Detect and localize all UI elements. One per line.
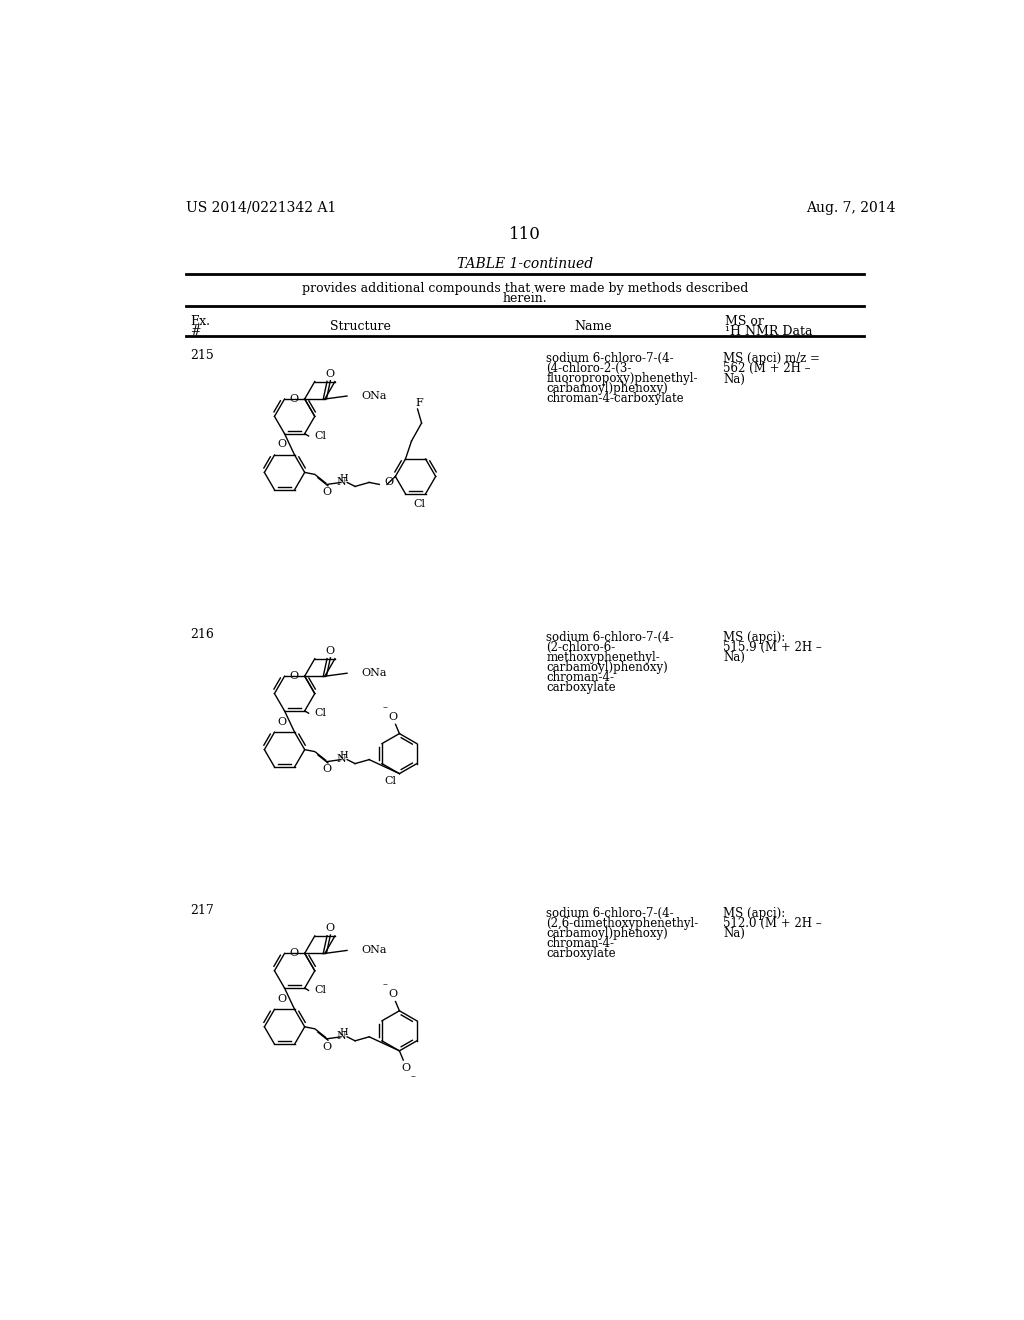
Text: #: # [190,325,201,338]
Text: carbamoyl)phenoxy): carbamoyl)phenoxy) [547,927,669,940]
Text: sodium 6-chloro-7-(4-: sodium 6-chloro-7-(4- [547,907,674,920]
Text: US 2014/0221342 A1: US 2014/0221342 A1 [186,201,336,215]
Text: F: F [415,397,423,408]
Text: MS (apci) m/z =: MS (apci) m/z = [723,352,820,366]
Text: carbamoyl)phenoxy): carbamoyl)phenoxy) [547,661,669,675]
Text: Cl: Cl [414,499,425,510]
Text: 515.9 (M + 2H –: 515.9 (M + 2H – [723,642,822,655]
Text: O: O [323,764,332,775]
Text: N: N [336,1031,346,1041]
Text: –: – [411,1073,416,1081]
Text: methoxyphenethyl-: methoxyphenethyl- [547,651,660,664]
Text: H: H [340,751,348,760]
Text: (2,6-dimethoxyphenethyl-: (2,6-dimethoxyphenethyl- [547,917,698,929]
Text: Na): Na) [723,651,745,664]
Text: O: O [290,671,299,681]
Text: ¹H NMR Data: ¹H NMR Data [725,325,812,338]
Text: 512.0 (M + 2H –: 512.0 (M + 2H – [723,917,822,929]
Text: MS or: MS or [725,315,764,329]
Text: (4-chloro-2-(3-: (4-chloro-2-(3- [547,363,632,375]
Text: Cl: Cl [314,986,327,995]
Text: provides additional compounds that were made by methods described: provides additional compounds that were … [302,281,748,294]
Text: O: O [401,1063,411,1073]
Text: O: O [326,924,335,933]
Text: 110: 110 [509,226,541,243]
Text: 562 (M + 2H –: 562 (M + 2H – [723,363,811,375]
Text: Na): Na) [723,372,745,385]
Text: herein.: herein. [503,293,547,305]
Text: O: O [389,989,397,999]
Text: TABLE 1-continued: TABLE 1-continued [457,257,593,271]
Text: O: O [389,711,397,722]
Text: fluoropropoxy)phenethyl-: fluoropropoxy)phenethyl- [547,372,698,385]
Text: 217: 217 [190,904,214,917]
Text: Name: Name [574,321,611,333]
Text: ONa: ONa [361,391,386,401]
Text: Ex.: Ex. [190,315,210,329]
Text: sodium 6-chloro-7-(4-: sodium 6-chloro-7-(4- [547,631,674,644]
Text: 215: 215 [190,350,214,363]
Text: O: O [290,393,299,404]
Text: Cl: Cl [314,432,327,441]
Text: carbamoyl)phenoxy): carbamoyl)phenoxy) [547,383,669,396]
Text: Structure: Structure [330,321,391,333]
Text: (2-chloro-6-: (2-chloro-6- [547,642,615,655]
Text: O: O [278,994,287,1003]
Text: sodium 6-chloro-7-(4-: sodium 6-chloro-7-(4- [547,352,674,366]
Text: 216: 216 [190,628,214,642]
Text: chroman-4-carboxylate: chroman-4-carboxylate [547,392,684,405]
Text: N: N [336,754,346,764]
Text: Aug. 7, 2014: Aug. 7, 2014 [806,201,896,215]
Text: MS (apci):: MS (apci): [723,631,785,644]
Text: H: H [340,1028,348,1038]
Text: O: O [290,948,299,958]
Text: H: H [340,474,348,483]
Text: carboxylate: carboxylate [547,946,616,960]
Text: O: O [384,477,393,487]
Text: O: O [326,370,335,379]
Text: O: O [323,1041,332,1052]
Text: MS (apci):: MS (apci): [723,907,785,920]
Text: O: O [278,440,287,449]
Text: chroman-4-: chroman-4- [547,937,614,950]
Text: Cl: Cl [384,776,396,787]
Text: chroman-4-: chroman-4- [547,671,614,684]
Text: carboxylate: carboxylate [547,681,616,694]
Text: –: – [383,704,388,711]
Text: N: N [336,477,346,487]
Text: Cl: Cl [314,709,327,718]
Text: –: – [383,981,388,989]
Text: Na): Na) [723,927,745,940]
Text: ONa: ONa [361,668,386,678]
Text: ONa: ONa [361,945,386,956]
Text: O: O [323,487,332,498]
Text: O: O [326,647,335,656]
Text: O: O [278,717,287,726]
